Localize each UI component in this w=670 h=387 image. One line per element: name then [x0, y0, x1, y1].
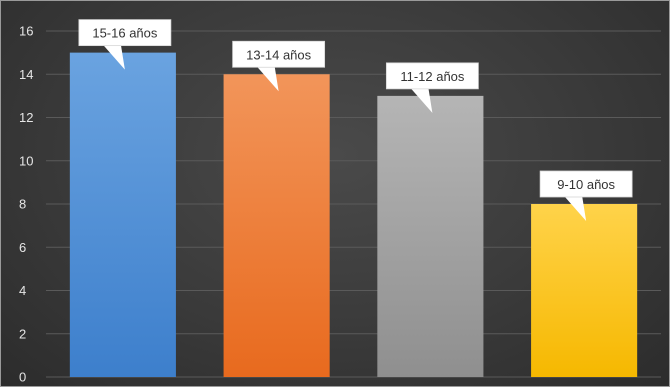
callout-pointer [256, 66, 279, 92]
y-tick-label: 12 [19, 110, 33, 125]
y-tick-label: 16 [19, 24, 33, 39]
callout-box [232, 40, 326, 68]
bars [69, 52, 638, 377]
y-tick-label: 14 [19, 67, 33, 82]
data-label-text: 15-16 años [92, 26, 158, 41]
callout-pointer [564, 196, 587, 221]
y-axis-ticks: 0 2 4 6 8 10 12 14 16 [19, 24, 33, 385]
y-tick-label: 0 [19, 370, 26, 385]
y-tick-label: 10 [19, 153, 33, 168]
callout-pointer [410, 87, 433, 113]
y-tick-label: 4 [19, 283, 26, 298]
data-label: 11-12 años [385, 62, 479, 113]
y-tick-label: 8 [19, 197, 26, 212]
callout-box [78, 19, 172, 47]
bar [377, 95, 484, 377]
callout-box [385, 62, 479, 90]
bar [69, 52, 176, 377]
callout-pointer [102, 44, 125, 70]
data-labels: 15-16 años 13-14 años 11-12 años 9-10 años [78, 19, 633, 221]
data-label-text: 13-14 años [246, 47, 312, 62]
data-label: 15-16 años [78, 19, 172, 70]
data-label: 13-14 años [232, 40, 326, 92]
y-tick-label: 2 [19, 326, 26, 341]
bar [531, 204, 638, 377]
callout-box [539, 170, 633, 198]
bar [223, 74, 330, 377]
data-label-text: 11-12 años [400, 69, 465, 84]
data-label: 9-10 años [539, 170, 633, 221]
data-label-text: 9-10 años [557, 177, 615, 192]
y-tick-label: 6 [19, 240, 26, 255]
